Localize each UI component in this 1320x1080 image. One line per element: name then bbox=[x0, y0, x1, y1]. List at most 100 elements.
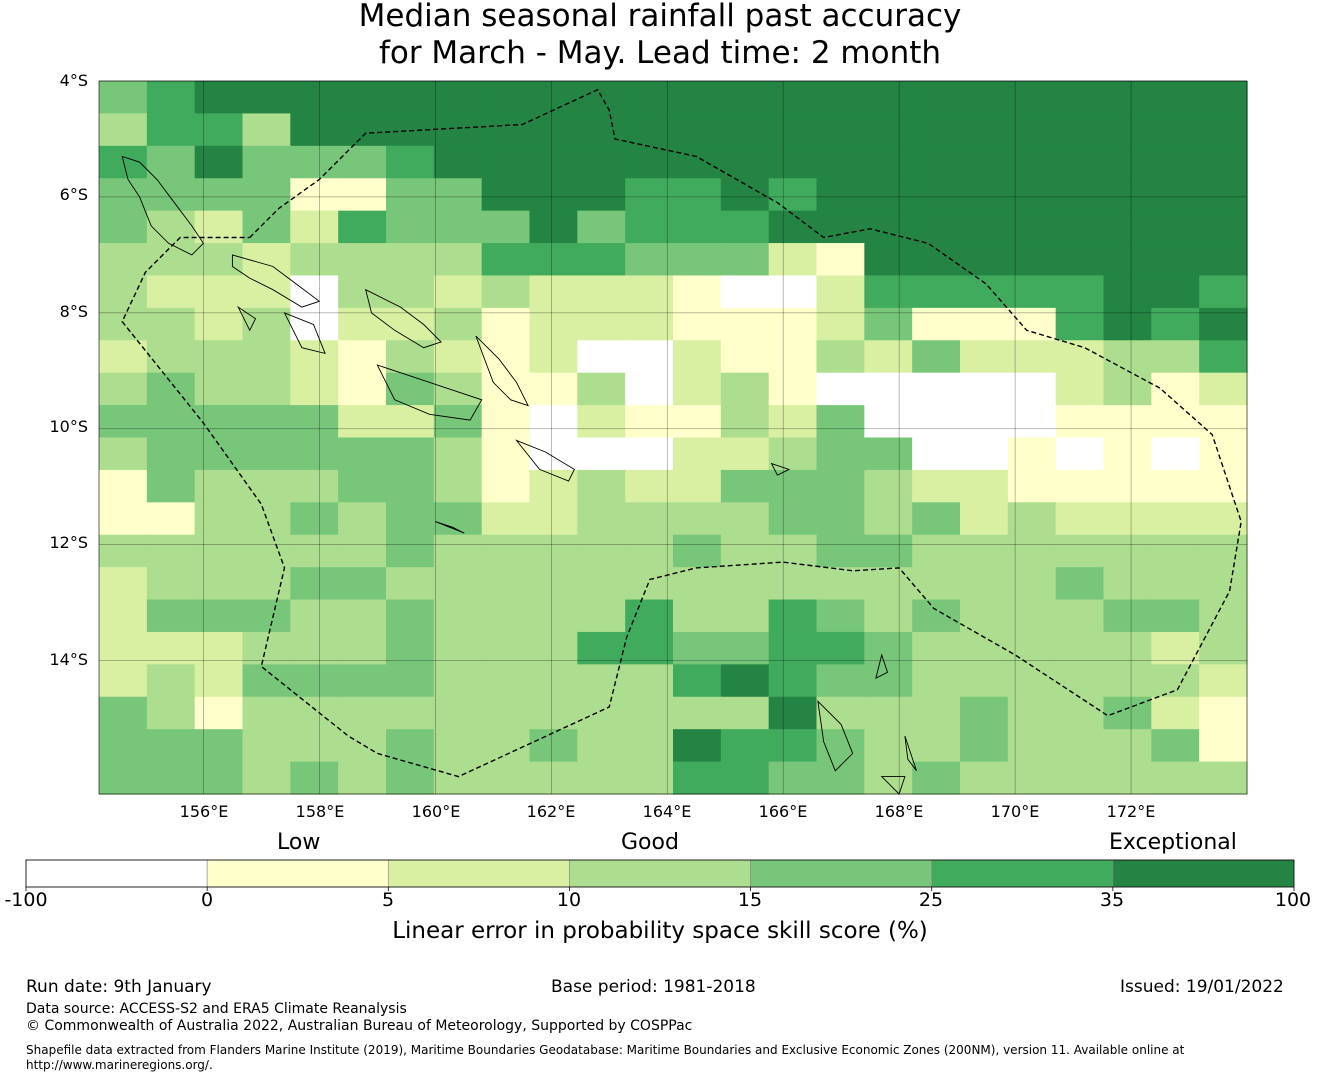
grid-cell bbox=[481, 599, 531, 633]
colorbar-tick: 0 bbox=[200, 889, 214, 911]
grid-cell bbox=[1007, 275, 1057, 309]
grid-cell bbox=[99, 534, 148, 568]
lon-label-166e: 166°E bbox=[758, 802, 808, 821]
grid-cell bbox=[386, 372, 435, 406]
grid-cell bbox=[912, 534, 961, 568]
grid-cell bbox=[290, 599, 339, 633]
grid-cell bbox=[1199, 664, 1248, 698]
grid-cell bbox=[481, 502, 531, 536]
map-title-line-1: Median seasonal rainfall past accuracy bbox=[358, 0, 962, 34]
grid-cell bbox=[577, 696, 626, 730]
grid-cell bbox=[577, 664, 626, 698]
grid-cell bbox=[1103, 696, 1152, 730]
grid-cell bbox=[625, 599, 674, 633]
grid-cell bbox=[242, 534, 291, 568]
grid-cell bbox=[673, 599, 722, 633]
grid-cell bbox=[1151, 81, 1200, 115]
colorbar-segment bbox=[1112, 859, 1295, 888]
grid-cell bbox=[146, 340, 196, 374]
grid-cell bbox=[1103, 664, 1152, 698]
grid-cell bbox=[1151, 502, 1200, 536]
map-title-line-2: for March - May. Lead time: 2 month bbox=[378, 35, 942, 71]
grid-cell bbox=[577, 307, 626, 341]
grid-cell bbox=[1007, 631, 1057, 665]
grid-cell bbox=[768, 340, 818, 374]
grid-cell bbox=[816, 502, 865, 536]
grid-cell bbox=[625, 372, 674, 406]
grid-cell bbox=[433, 275, 483, 309]
grid-cell bbox=[960, 210, 1009, 244]
grid-cell bbox=[1103, 178, 1152, 212]
grid-cell bbox=[1055, 696, 1105, 730]
grid-cell bbox=[912, 243, 961, 277]
grid-cell bbox=[1103, 113, 1152, 147]
grid-cell bbox=[242, 178, 291, 212]
grid-cell bbox=[290, 761, 339, 795]
grid-cell bbox=[290, 631, 339, 665]
grid-cell bbox=[194, 567, 244, 601]
grid-cell bbox=[720, 469, 770, 503]
grid-cell bbox=[816, 567, 865, 601]
grid-cell bbox=[912, 696, 961, 730]
grid-cell bbox=[481, 145, 531, 179]
shapefile-credit-line-2: http://www.marineregions.org/. bbox=[26, 1058, 213, 1072]
grid-cell bbox=[1103, 761, 1152, 795]
grid-cell bbox=[625, 405, 674, 439]
grid-cell bbox=[146, 696, 196, 730]
grid-cell bbox=[673, 761, 722, 795]
grid-cell bbox=[625, 761, 674, 795]
grid-cell bbox=[99, 469, 148, 503]
grid-cell bbox=[386, 307, 435, 341]
colorbar-category-exceptional: Exceptional bbox=[1109, 830, 1237, 855]
grid-cell bbox=[99, 696, 148, 730]
grid-cell bbox=[912, 631, 961, 665]
grid-cell bbox=[338, 145, 387, 179]
grid-cell bbox=[99, 631, 148, 665]
colorbar-tick: 10 bbox=[556, 889, 582, 911]
lon-label-158e: 158°E bbox=[295, 802, 345, 821]
grid-cell bbox=[673, 113, 722, 147]
grid-cell bbox=[194, 275, 244, 309]
grid-cell bbox=[433, 631, 483, 665]
grid-cell bbox=[386, 534, 435, 568]
grid-cell bbox=[242, 631, 291, 665]
grid-cell bbox=[338, 243, 387, 277]
grid-cell bbox=[673, 243, 722, 277]
copyright: © Commonwealth of Australia 2022, Austra… bbox=[26, 1018, 693, 1034]
grid-cell bbox=[720, 372, 770, 406]
grid-cell bbox=[146, 761, 196, 795]
grid-cell bbox=[338, 631, 387, 665]
grid-cell bbox=[481, 405, 531, 439]
grid-cell bbox=[481, 372, 531, 406]
grid-cell bbox=[386, 664, 435, 698]
grid-cell bbox=[99, 405, 148, 439]
grid-cell bbox=[912, 405, 961, 439]
grid-cell bbox=[960, 81, 1009, 115]
grid-cell bbox=[290, 405, 339, 439]
grid-cell bbox=[194, 81, 244, 115]
grid-cell bbox=[1007, 502, 1057, 536]
grid-cell bbox=[338, 534, 387, 568]
grid-cell bbox=[1055, 275, 1105, 309]
island-coastline bbox=[880, 776, 906, 795]
grid-cell bbox=[146, 599, 196, 633]
grid-cell bbox=[1007, 567, 1057, 601]
colorbar-segment bbox=[206, 859, 389, 888]
grid-cell bbox=[720, 664, 770, 698]
colorbar-category-low: Low bbox=[277, 830, 321, 855]
grid-cell bbox=[864, 761, 913, 795]
island-coastline bbox=[435, 521, 465, 534]
grid-cell bbox=[625, 696, 674, 730]
grid-cell bbox=[433, 664, 483, 698]
grid-cell bbox=[1007, 534, 1057, 568]
grid-cell bbox=[1055, 178, 1105, 212]
grid-cell bbox=[338, 307, 387, 341]
grid-cell bbox=[912, 307, 961, 341]
grid-cell bbox=[625, 502, 674, 536]
grid-cell bbox=[625, 113, 674, 147]
grid-cell bbox=[242, 340, 291, 374]
grid-cell bbox=[720, 599, 770, 633]
grid-cell bbox=[1199, 275, 1248, 309]
grid-cell bbox=[864, 729, 913, 763]
grid-cell bbox=[912, 729, 961, 763]
